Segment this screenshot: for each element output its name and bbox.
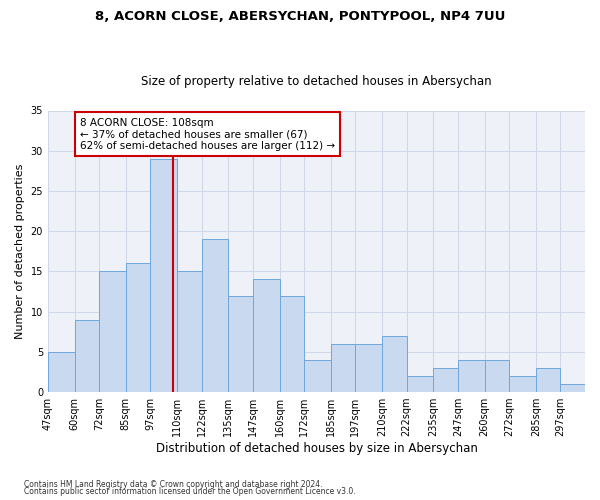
Bar [536, 368, 560, 392]
Text: 8, ACORN CLOSE, ABERSYCHAN, PONTYPOOL, NP4 7UU: 8, ACORN CLOSE, ABERSYCHAN, PONTYPOOL, N… [95, 10, 505, 23]
X-axis label: Distribution of detached houses by size in Abersychan: Distribution of detached houses by size … [155, 442, 478, 455]
Bar [99, 272, 126, 392]
Bar [280, 296, 304, 392]
Bar [560, 384, 585, 392]
Bar [253, 280, 280, 392]
Bar [355, 344, 382, 392]
Title: Size of property relative to detached houses in Abersychan: Size of property relative to detached ho… [141, 76, 492, 88]
Text: 8 ACORN CLOSE: 108sqm
← 37% of detached houses are smaller (67)
62% of semi-deta: 8 ACORN CLOSE: 108sqm ← 37% of detached … [80, 118, 335, 150]
Bar [229, 296, 253, 392]
Bar [331, 344, 355, 392]
Bar [151, 159, 177, 392]
Bar [48, 352, 74, 392]
Bar [74, 320, 99, 392]
Bar [177, 272, 202, 392]
Text: Contains public sector information licensed under the Open Government Licence v3: Contains public sector information licen… [24, 487, 356, 496]
Text: Contains HM Land Registry data © Crown copyright and database right 2024.: Contains HM Land Registry data © Crown c… [24, 480, 323, 489]
Bar [304, 360, 331, 392]
Bar [509, 376, 536, 392]
Bar [485, 360, 509, 392]
Bar [458, 360, 485, 392]
Bar [407, 376, 433, 392]
Bar [382, 336, 407, 392]
Bar [126, 264, 151, 392]
Bar [202, 239, 229, 392]
Y-axis label: Number of detached properties: Number of detached properties [15, 164, 25, 339]
Bar [433, 368, 458, 392]
